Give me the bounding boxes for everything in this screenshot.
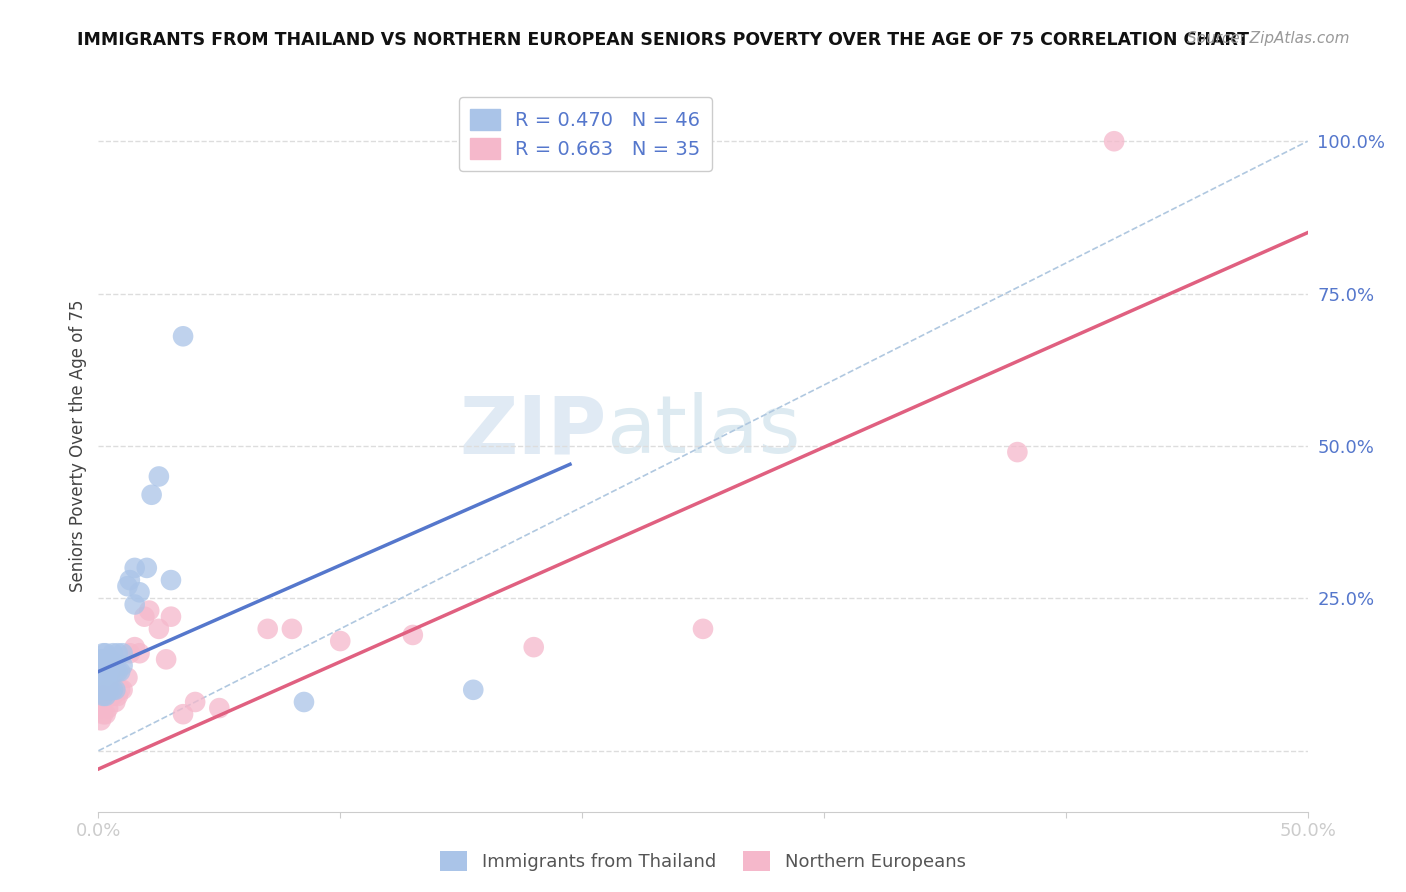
Point	[124, 561, 146, 575]
Point	[91, 646, 114, 660]
Point	[97, 682, 120, 697]
Point	[128, 585, 150, 599]
Point	[94, 671, 117, 685]
Point	[111, 658, 134, 673]
Point	[91, 707, 114, 722]
Point	[402, 628, 425, 642]
Point	[108, 682, 131, 697]
Point	[94, 682, 117, 697]
Point	[97, 658, 120, 673]
Point	[523, 640, 546, 655]
Point	[107, 665, 129, 679]
Point	[111, 646, 134, 660]
Point	[104, 665, 127, 679]
Text: IMMIGRANTS FROM THAILAND VS NORTHERN EUROPEAN SENIORS POVERTY OVER THE AGE OF 75: IMMIGRANTS FROM THAILAND VS NORTHERN EUR…	[77, 31, 1250, 49]
Point	[91, 665, 114, 679]
Point	[90, 658, 112, 673]
Point	[90, 714, 112, 728]
Point	[118, 646, 141, 660]
Point	[117, 579, 139, 593]
Point	[1007, 445, 1029, 459]
Point	[94, 689, 117, 703]
Point	[118, 573, 141, 587]
Point	[160, 573, 183, 587]
Point	[138, 604, 160, 618]
Point	[91, 689, 114, 703]
Point	[148, 622, 170, 636]
Legend: R = 0.470   N = 46, R = 0.663   N = 35: R = 0.470 N = 46, R = 0.663 N = 35	[458, 97, 711, 170]
Point	[100, 665, 122, 679]
Point	[184, 695, 207, 709]
Point	[91, 682, 114, 697]
Text: ZIP: ZIP	[458, 392, 606, 470]
Point	[101, 658, 124, 673]
Point	[124, 640, 146, 655]
Point	[94, 658, 117, 673]
Point	[128, 646, 150, 660]
Point	[91, 671, 114, 685]
Point	[281, 622, 304, 636]
Point	[208, 701, 231, 715]
Point	[97, 701, 120, 715]
Point	[107, 646, 129, 660]
Point	[111, 682, 134, 697]
Point	[97, 665, 120, 679]
Point	[91, 689, 114, 703]
Point	[101, 682, 124, 697]
Point	[100, 652, 122, 666]
Text: Source: ZipAtlas.com: Source: ZipAtlas.com	[1187, 31, 1350, 46]
Point	[108, 665, 131, 679]
Point	[155, 652, 177, 666]
Point	[292, 695, 315, 709]
Point	[97, 677, 120, 691]
Point	[124, 598, 146, 612]
Point	[172, 707, 194, 722]
Legend: Immigrants from Thailand, Northern Europeans: Immigrants from Thailand, Northern Europ…	[433, 844, 973, 879]
Point	[148, 469, 170, 483]
Text: atlas: atlas	[606, 392, 800, 470]
Point	[101, 689, 124, 703]
Point	[90, 665, 112, 679]
Point	[90, 671, 112, 685]
Point	[90, 677, 112, 691]
Point	[94, 707, 117, 722]
Point	[100, 682, 122, 697]
Point	[94, 646, 117, 660]
Point	[100, 689, 122, 703]
Point	[90, 682, 112, 697]
Point	[90, 689, 112, 703]
Point	[256, 622, 278, 636]
Point	[135, 561, 157, 575]
Point	[90, 701, 112, 715]
Point	[104, 695, 127, 709]
Point	[141, 488, 163, 502]
Point	[1102, 134, 1125, 148]
Point	[107, 689, 129, 703]
Y-axis label: Seniors Poverty Over the Age of 75: Seniors Poverty Over the Age of 75	[69, 300, 87, 592]
Point	[463, 682, 485, 697]
Point	[90, 652, 112, 666]
Point	[117, 671, 139, 685]
Point	[91, 652, 114, 666]
Point	[172, 329, 194, 343]
Point	[160, 609, 183, 624]
Point	[97, 682, 120, 697]
Point	[134, 609, 156, 624]
Point	[104, 682, 127, 697]
Point	[692, 622, 714, 636]
Point	[94, 689, 117, 703]
Point	[101, 646, 124, 660]
Point	[329, 634, 352, 648]
